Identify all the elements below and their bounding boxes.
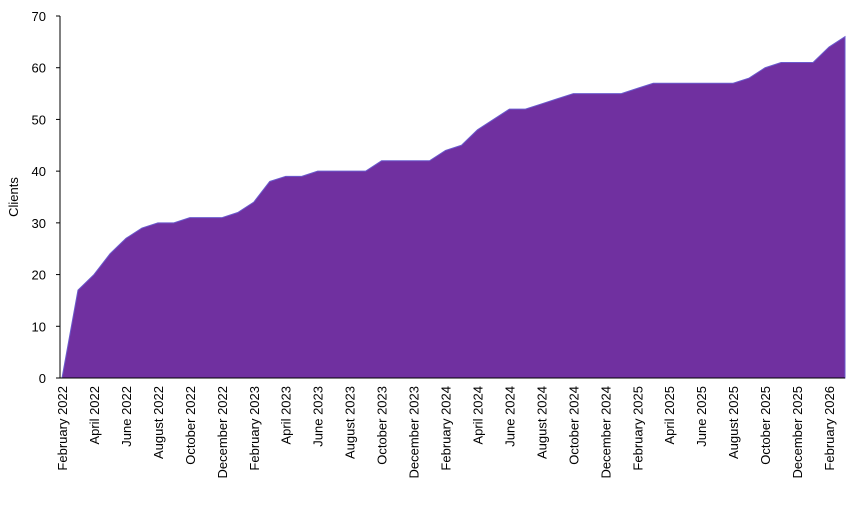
x-tick-label: June 2022 (119, 386, 134, 447)
x-tick-label: April 2023 (279, 386, 294, 445)
x-tick-label: December 2022 (215, 386, 230, 479)
y-tick-label: 30 (32, 216, 46, 231)
y-tick-label: 40 (32, 164, 46, 179)
x-tick-label: February 2026 (822, 386, 837, 471)
y-tick-label: 10 (32, 319, 46, 334)
y-tick-label: 20 (32, 268, 46, 283)
x-tick-label: December 2023 (407, 386, 422, 479)
x-tick-label: August 2025 (726, 386, 741, 459)
x-tick-label: December 2024 (598, 386, 613, 479)
y-tick-label: 50 (32, 112, 46, 127)
x-tick-label: April 2022 (87, 386, 102, 445)
x-tick-label: February 2022 (55, 386, 70, 471)
x-tick-label: February 2023 (247, 386, 262, 471)
x-tick-label: June 2024 (502, 386, 517, 447)
y-axis-label: Clients (6, 177, 21, 217)
x-tick-label: August 2022 (151, 386, 166, 459)
x-tick-label: October 2025 (758, 386, 773, 465)
x-tick-label: February 2025 (630, 386, 645, 471)
x-tick-label: October 2022 (183, 386, 198, 465)
x-tick-label: February 2024 (439, 386, 454, 471)
x-tick-label: October 2024 (566, 386, 581, 465)
x-tick-label: August 2024 (534, 386, 549, 459)
x-tick-label: April 2025 (662, 386, 677, 445)
x-tick-label: October 2023 (375, 386, 390, 465)
area (61, 35, 846, 379)
y-tick-label: 70 (32, 9, 46, 24)
x-tick-label: December 2025 (790, 386, 805, 479)
y-tick-label: 0 (39, 371, 46, 386)
x-tick-label: August 2023 (343, 386, 358, 459)
y-tick-label: 60 (32, 61, 46, 76)
x-tick-label: April 2024 (470, 386, 485, 445)
x-tick-label: June 2025 (694, 386, 709, 447)
x-tick-label: June 2023 (311, 386, 326, 447)
